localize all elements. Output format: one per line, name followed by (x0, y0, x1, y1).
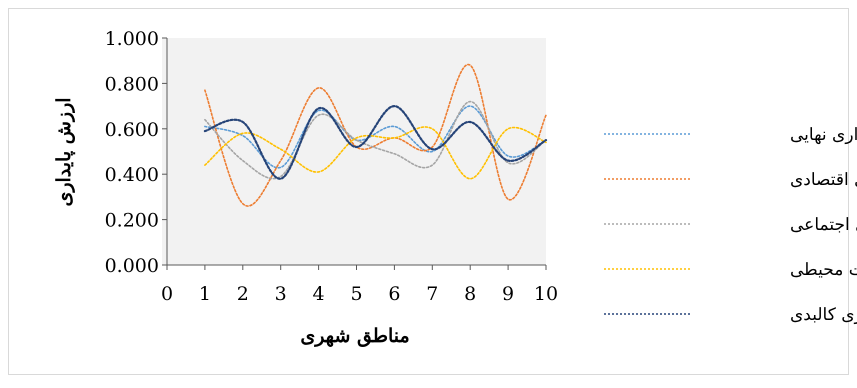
x-tick-label: 8 (464, 283, 476, 305)
y-tick-label: 1.000 (105, 28, 159, 50)
x-axis-label: مناطق شهری (300, 325, 409, 347)
x-tick-label: 3 (275, 283, 287, 305)
x-tick-label: 9 (502, 283, 514, 305)
series-line-4 (204, 126, 547, 180)
y-tick-label: 0.000 (105, 255, 159, 277)
x-tick-label: 5 (350, 283, 362, 305)
y-tick-label: 0.600 (105, 119, 159, 141)
x-tick-label: 4 (313, 283, 325, 305)
y-tick-label: 0.200 (105, 210, 159, 232)
plot-area (162, 38, 546, 265)
series-line-5 (203, 104, 548, 180)
y-tick-label: 0.800 (105, 73, 159, 95)
legend-label-3: پایداری اجتماعی (790, 215, 857, 235)
y-axis-label: ارزش پایداری (53, 97, 75, 206)
x-tick-label: 1 (199, 283, 211, 305)
legend-label-2: پایداری اقتصادی (790, 170, 857, 190)
series-line-2 (204, 64, 547, 207)
series-line-3 (204, 100, 547, 180)
legend-label-4: پایداری زیست محیطی (790, 260, 857, 280)
x-tick-label: 6 (388, 283, 400, 305)
x-tick-label: 10 (534, 283, 558, 305)
x-tick-label: 7 (426, 283, 438, 305)
legend-label-1: پایداری نهایی (790, 125, 857, 145)
x-tick-label: 2 (237, 283, 249, 305)
legend-label-5: پایداری کالبدی (790, 305, 857, 325)
y-tick-label: 0.400 (105, 164, 159, 186)
x-tick-label: 0 (161, 283, 173, 305)
